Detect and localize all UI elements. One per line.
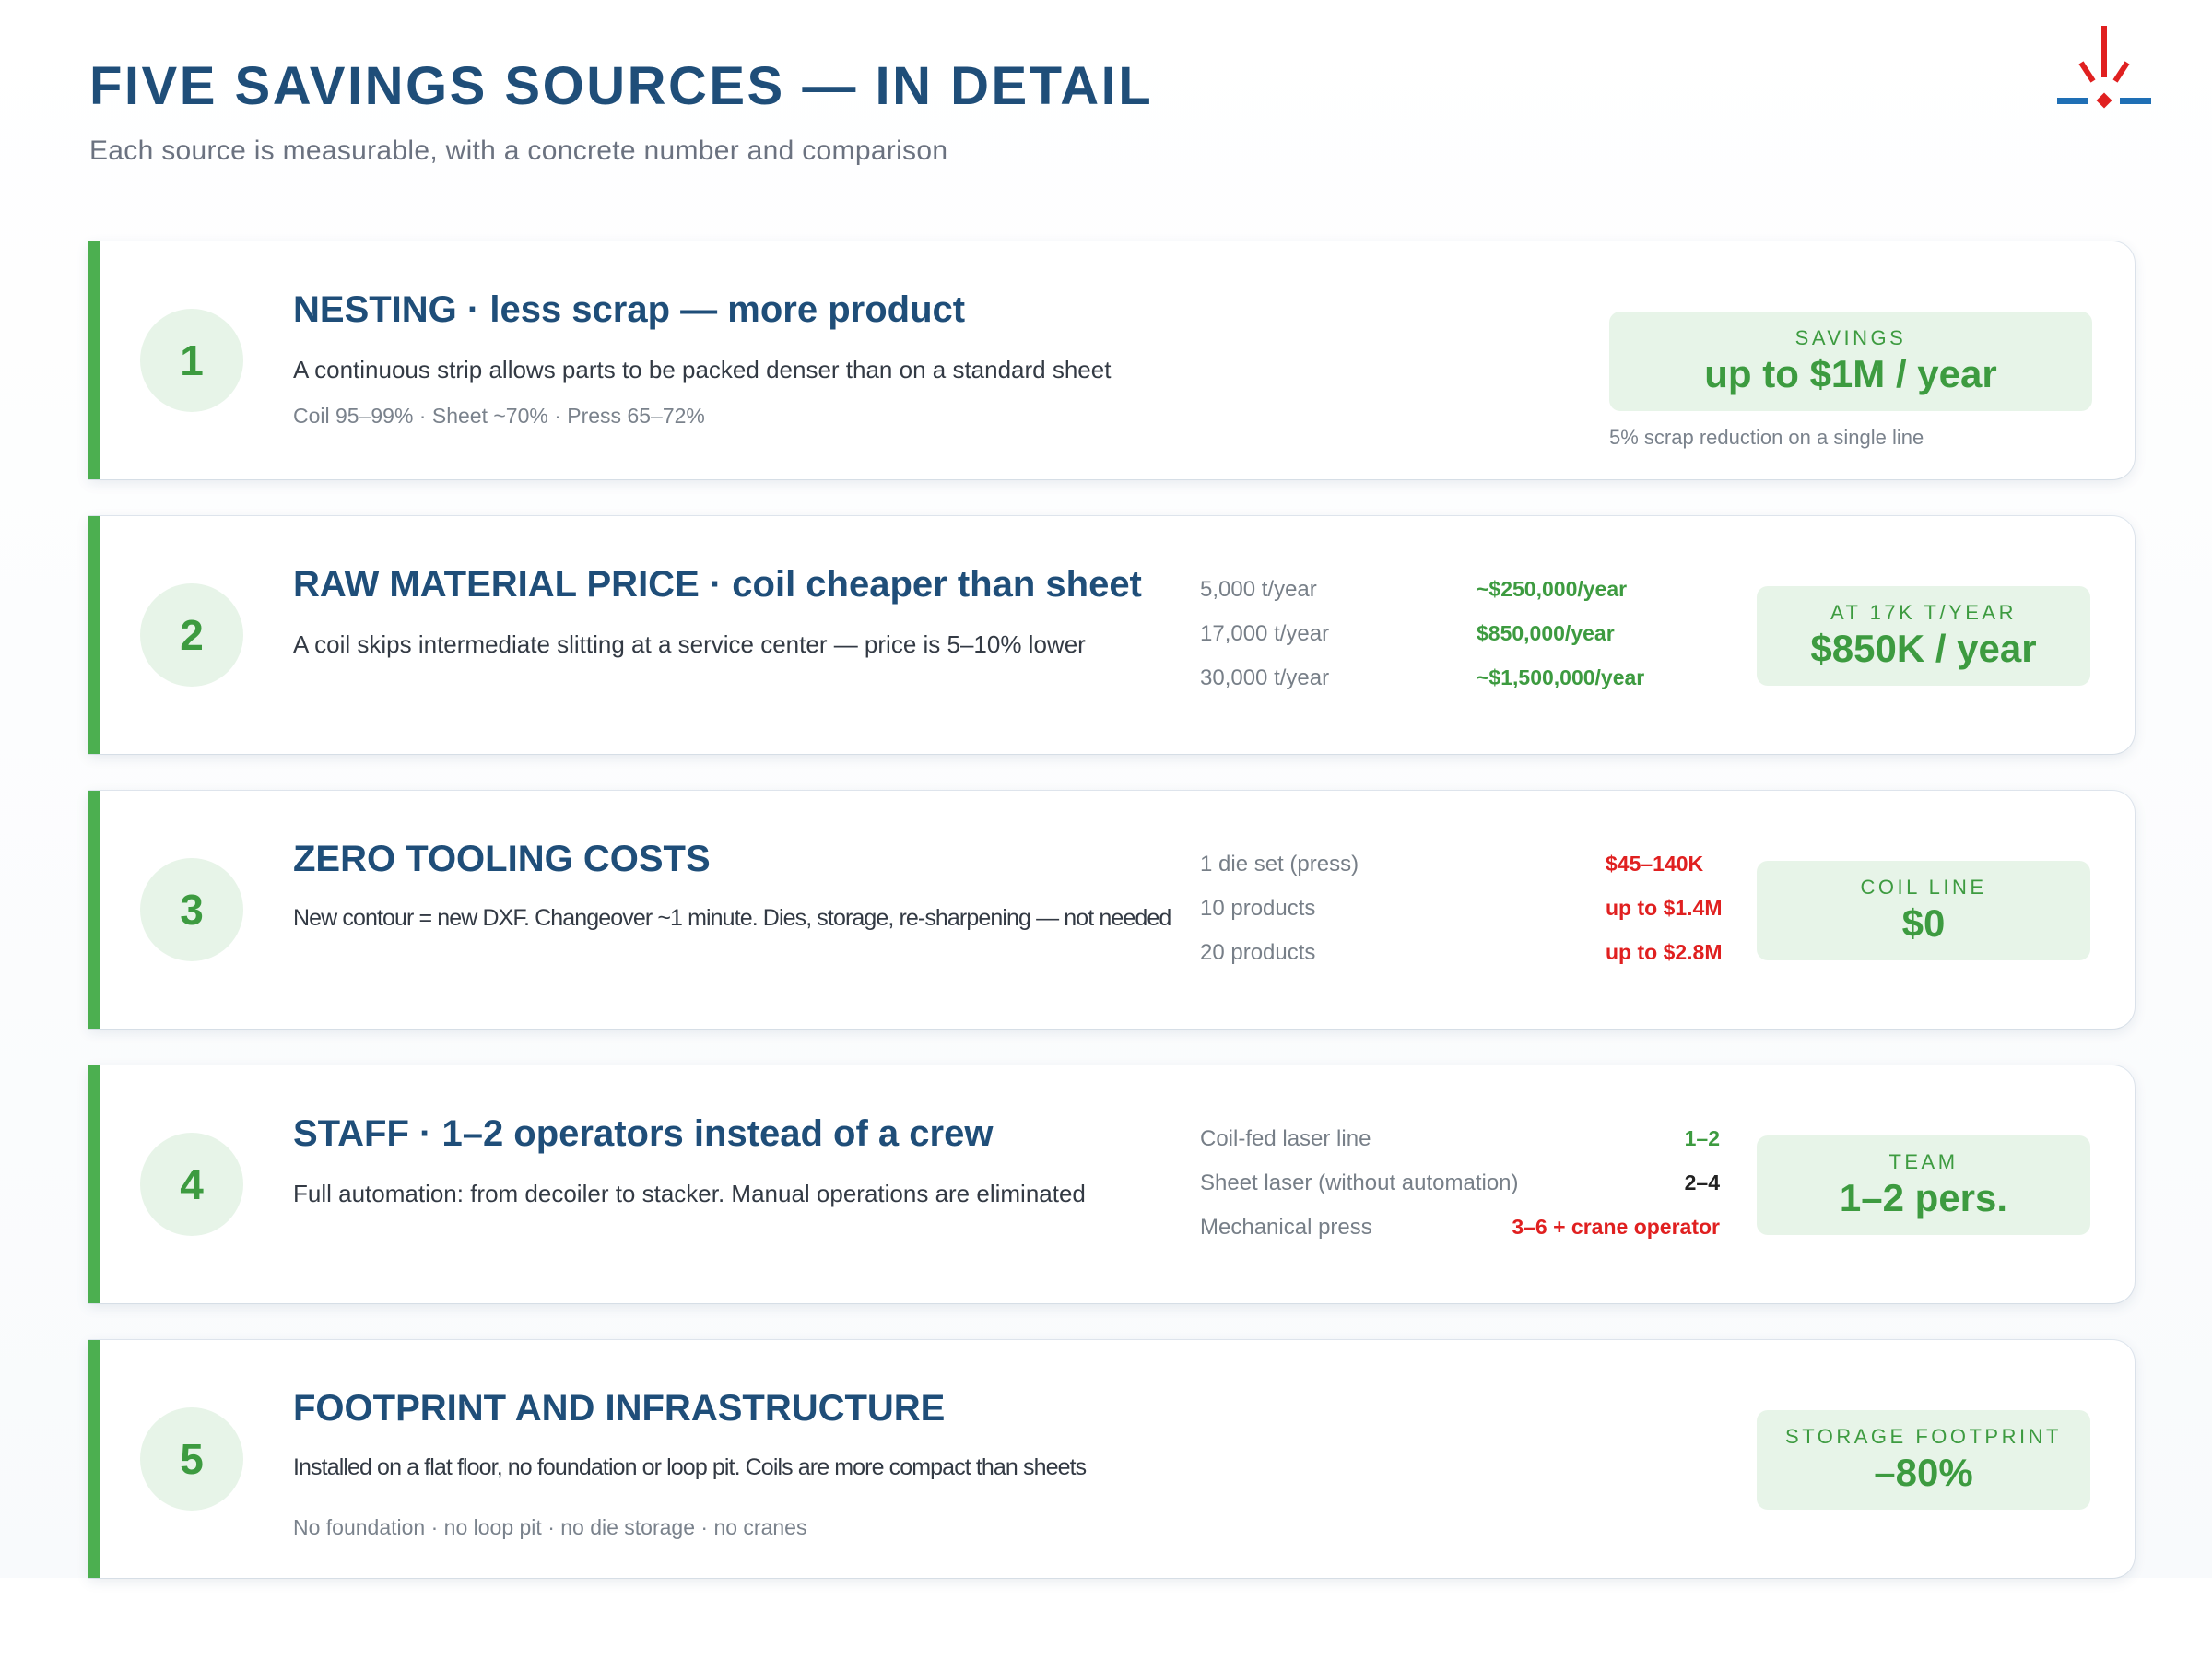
comparison-table: Coil-fed laser line 1–2 Sheet laser (wit… (1200, 1119, 1790, 1252)
badge-value: 1–2 pers. (1839, 1176, 2008, 1219)
card-title: ZERO TOOLING COSTS (293, 839, 711, 879)
comparison-row: 30,000 t/year ~$1,500,000/year (1200, 658, 1790, 702)
comparison-value: up to $2.8M (1606, 940, 1723, 964)
savings-card-staff: 4 STAFF · 1–2 operators instead of a cre… (88, 1065, 2135, 1303)
comparison-label: 17,000 t/year (1200, 621, 1330, 646)
savings-badge: COIL LINE $0 (1757, 861, 2090, 960)
comparison-value: 1–2 (1684, 1126, 1720, 1150)
badge-label: SAVINGS (1794, 326, 1907, 349)
card-title: STAFF · 1–2 operators instead of a crew (293, 1113, 994, 1154)
comparison-value: ~$1,500,000/year (1477, 665, 1645, 689)
savings-card-raw-material: 2 RAW MATERIAL PRICE · coil cheaper than… (88, 516, 2135, 754)
spark-logo-icon (2057, 26, 2151, 109)
comparison-label: Mechanical press (1200, 1215, 1372, 1240)
card-description: A continuous strip allows parts to be pa… (293, 356, 1112, 383)
card-title: FOOTPRINT AND INFRASTRUCTURE (293, 1388, 946, 1429)
comparison-value: $45–140K (1606, 852, 1704, 876)
page-title: FIVE SAVINGS SOURCES — IN DETAIL (89, 56, 1154, 116)
comparison-label: 5,000 t/year (1200, 577, 1317, 602)
badge-value: up to $1M / year (1704, 352, 1997, 395)
badge-value: –80% (1874, 1451, 1973, 1494)
card-number: 1 (140, 309, 243, 412)
card-title: RAW MATERIAL PRICE · coil cheaper than s… (293, 564, 1142, 605)
card-description: Full automation: from decoiler to stacke… (293, 1180, 1086, 1207)
card-accent-bar (88, 516, 100, 754)
comparison-row: Mechanical press 3–6 + crane operator (1200, 1207, 1790, 1252)
card-note: No foundation · no loop pit · no die sto… (293, 1515, 807, 1539)
comparison-row: Sheet laser (without automation) 2–4 (1200, 1163, 1790, 1207)
comparison-label: 10 products (1200, 896, 1316, 921)
badge-value: $850K / year (1810, 627, 2037, 670)
bottom-strip (0, 1578, 2212, 1659)
card-number: 5 (140, 1407, 243, 1511)
card-accent-bar (88, 1340, 100, 1578)
savings-badge: TEAM 1–2 pers. (1757, 1135, 2090, 1235)
card-number: 2 (140, 583, 243, 687)
savings-card-footprint: 5 FOOTPRINT AND INFRASTRUCTURE Installed… (88, 1340, 2135, 1578)
comparison-value: 3–6 + crane operator (1512, 1215, 1720, 1239)
comparison-value: ~$250,000/year (1477, 577, 1628, 601)
comparison-label: 30,000 t/year (1200, 665, 1330, 690)
comparison-label: 1 die set (press) (1200, 852, 1359, 877)
card-accent-bar (88, 791, 100, 1029)
savings-badge: STORAGE FOOTPRINT –80% (1757, 1410, 2090, 1510)
comparison-row: 1 die set (press) $45–140K (1200, 844, 1790, 888)
comparison-table: 1 die set (press) $45–140K 10 products u… (1200, 844, 1790, 977)
card-number: 4 (140, 1133, 243, 1236)
card-description: New contour = new DXF. Changeover ~1 min… (293, 905, 1171, 931)
savings-badge: AT 17K T/YEAR $850K / year (1757, 586, 2090, 686)
comparison-row: 17,000 t/year $850,000/year (1200, 614, 1790, 658)
comparison-row: 10 products up to $1.4M (1200, 888, 1790, 933)
savings-card-tooling: 3 ZERO TOOLING COSTS New contour = new D… (88, 791, 2135, 1029)
badge-label: AT 17K T/YEAR (1830, 601, 2017, 624)
comparison-row: 5,000 t/year ~$250,000/year (1200, 570, 1790, 614)
comparison-label: 20 products (1200, 940, 1316, 965)
comparison-value: $850,000/year (1477, 621, 1615, 645)
page-subtitle: Each source is measurable, with a concre… (89, 135, 948, 166)
card-note: Coil 95–99% · Sheet ~70% · Press 65–72% (293, 404, 705, 428)
badge-label: STORAGE FOOTPRINT (1785, 1425, 2062, 1448)
card-title: NESTING · less scrap — more product (293, 289, 966, 330)
comparison-table: 5,000 t/year ~$250,000/year 17,000 t/yea… (1200, 570, 1790, 702)
comparison-value: up to $1.4M (1606, 896, 1723, 920)
savings-card-nesting: 1 NESTING · less scrap — more product A … (88, 241, 2135, 479)
savings-badge: SAVINGS up to $1M / year (1609, 312, 2092, 411)
comparison-value: 2–4 (1684, 1171, 1720, 1194)
card-description: Installed on a flat floor, no foundation… (293, 1454, 1087, 1480)
badge-value: $0 (1901, 901, 1946, 945)
card-number: 3 (140, 858, 243, 961)
badge-subtext: 5% scrap reduction on a single line (1609, 426, 1924, 449)
card-accent-bar (88, 241, 100, 479)
badge-label: COIL LINE (1860, 876, 1987, 899)
comparison-label: Sheet laser (without automation) (1200, 1171, 1519, 1195)
comparison-row: Coil-fed laser line 1–2 (1200, 1119, 1790, 1163)
card-accent-bar (88, 1065, 100, 1303)
card-description: A coil skips intermediate slitting at a … (293, 630, 1086, 658)
comparison-label: Coil-fed laser line (1200, 1126, 1371, 1151)
badge-label: TEAM (1888, 1150, 1959, 1173)
comparison-row: 20 products up to $2.8M (1200, 933, 1790, 977)
